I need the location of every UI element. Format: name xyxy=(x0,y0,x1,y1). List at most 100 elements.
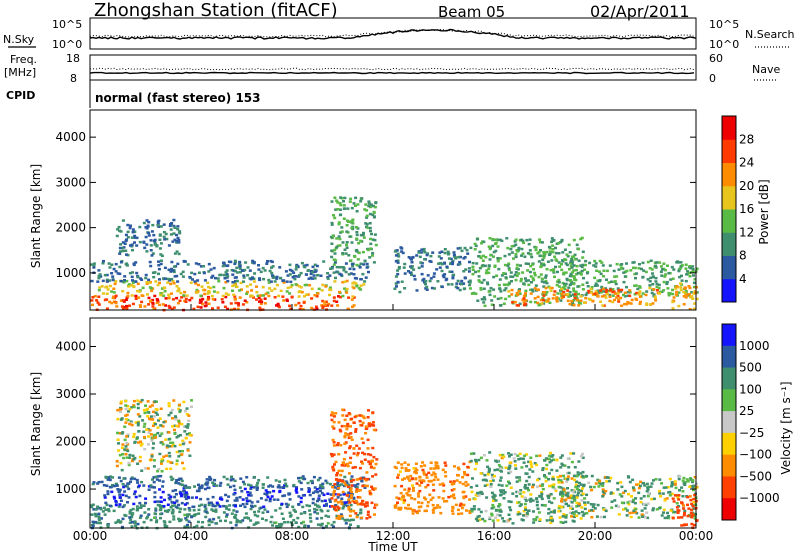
power-echo-cell-8 xyxy=(529,292,533,295)
power-echo-cell-8 xyxy=(516,293,520,297)
velocity-echo-cell-6 xyxy=(491,495,495,499)
power-echo-cell-1 xyxy=(150,289,154,293)
velocity-echo-cell-6 xyxy=(551,519,554,523)
power-echo-cell-8 xyxy=(611,290,615,294)
power-echo-cell-0 xyxy=(332,296,336,299)
velocity-echo-cell-6 xyxy=(508,506,512,509)
velocity-echo-cell-2 xyxy=(313,486,317,489)
velocity-echo-cell-2 xyxy=(161,480,165,483)
velocity-echo-cell-5 xyxy=(395,496,399,499)
power-echo-cell-1 xyxy=(341,281,345,284)
power-ylabel: Slant Range [km] xyxy=(29,164,43,268)
velocity-echo-cell-4 xyxy=(358,489,362,492)
power-echo-cell-5 xyxy=(459,282,463,286)
power-echo-cell-7 xyxy=(600,261,604,264)
power-echo-cell-2 xyxy=(363,280,367,283)
velocity-echo-cell-5 xyxy=(452,480,456,483)
velocity-echo-cell-2 xyxy=(211,481,215,484)
power-echo-cell-3 xyxy=(121,241,125,244)
power-echo-cell-6 xyxy=(507,262,511,265)
power-echo-cell-2 xyxy=(102,259,105,263)
velocity-echo-cell-5 xyxy=(426,501,430,504)
power-echo-cell-1 xyxy=(112,287,116,290)
velocity-echo-cell-3 xyxy=(169,411,173,415)
power-echo-cell-7 xyxy=(651,275,655,278)
velocity-echo-cell-6 xyxy=(552,483,556,486)
velocity-echo-cell-2 xyxy=(266,476,270,479)
power-echo-cell-1 xyxy=(343,287,347,290)
power-echo-cell-1 xyxy=(112,291,116,294)
velocity-echo-cell-1 xyxy=(127,496,131,499)
power-echo-cell-7 xyxy=(633,266,637,270)
velocity-echo-cell-0 xyxy=(204,507,208,510)
power-echo-cell-0 xyxy=(111,296,115,300)
velocity-echo-cell-2 xyxy=(107,476,111,479)
velocity-echo-cell-0 xyxy=(101,510,105,513)
power-echo-cell-7 xyxy=(671,292,675,296)
velocity-echo-cell-3 xyxy=(186,423,190,426)
power-echo-cell-0 xyxy=(192,307,196,311)
power-echo-cell-2 xyxy=(99,275,103,278)
power-echo-cell-2 xyxy=(312,274,316,277)
power-echo-cell-7 xyxy=(662,262,666,265)
velocity-echo-cell-8 xyxy=(686,495,690,499)
power-echo-cell-1 xyxy=(354,282,358,285)
velocity-echo-cell-2 xyxy=(324,479,328,483)
power-echo-cell-3 xyxy=(162,223,166,226)
velocity-echo-cell-7 xyxy=(662,511,665,514)
velocity-echo-cell-4 xyxy=(355,488,359,491)
velocity-echo-cell-3 xyxy=(120,468,124,472)
power-echo-cell-5 xyxy=(401,251,405,255)
power-echo-cell-6 xyxy=(553,255,557,258)
power-echo-cell-1 xyxy=(101,292,105,295)
velocity-echo-cell-0 xyxy=(179,519,183,522)
velocity-echo-cell-7 xyxy=(681,490,685,493)
velocity-echo-cell-4 xyxy=(360,460,364,463)
velocity-echo-cell-1 xyxy=(311,501,315,505)
power-echo-cell-4 xyxy=(373,205,377,209)
power-echo-cell-8 xyxy=(542,298,545,302)
velocity-echo-cell-6 xyxy=(562,513,566,516)
power-echo-cell-4 xyxy=(371,251,375,255)
velocity-echo-cell-7 xyxy=(617,513,621,516)
velocity-echo-cell-6 xyxy=(551,475,555,479)
power-echo-cell-0 xyxy=(123,306,127,309)
velocity-echo-cell-5 xyxy=(404,467,408,470)
velocity-echo-cell-5 xyxy=(462,462,466,466)
power-echo-cell-1 xyxy=(145,282,149,285)
power-echo-cell-8 xyxy=(560,296,564,300)
power-echo-cell-7 xyxy=(671,277,675,280)
power-echo-cell-0 xyxy=(332,299,336,303)
velocity-echo-cell-5 xyxy=(464,484,468,487)
power-echo-cell-2 xyxy=(119,279,123,283)
velocity-echo-cell-4 xyxy=(339,444,343,447)
power-echo-cell-6 xyxy=(514,271,518,274)
velocity-echo-cell-4 xyxy=(334,412,338,415)
velocity-echo-cell-3 xyxy=(132,432,136,436)
power-echo-cell-1 xyxy=(114,280,118,283)
power-echo-cell-7 xyxy=(616,287,620,290)
velocity-echo-cell-6 xyxy=(575,480,578,484)
velocity-echo-cell-7 xyxy=(650,497,654,501)
velocity-echo-cell-1 xyxy=(322,504,326,507)
velocity-echo-cell-1 xyxy=(110,490,114,494)
power-echo-cell-6 xyxy=(506,246,510,250)
velocity-echo-cell-2 xyxy=(354,484,357,487)
power-echo-cell-2 xyxy=(326,277,330,280)
power-colorbar-tick: 16 xyxy=(739,202,754,216)
velocity-echo-cell-3 xyxy=(185,407,189,410)
velocity-echo-cell-0 xyxy=(308,504,312,508)
velocity-echo-cell-4 xyxy=(372,424,376,427)
velocity-echo-cell-0 xyxy=(160,504,163,508)
power-echo-cell-6 xyxy=(510,245,514,248)
velocity-echo-cell-6 xyxy=(543,459,547,462)
velocity-echo-cell-6 xyxy=(485,479,489,482)
velocity-echo-cell-6 xyxy=(507,480,510,483)
power-echo-cell-2 xyxy=(243,268,247,272)
velocity-echo-cell-5 xyxy=(460,512,464,515)
power-echo-cell-6 xyxy=(554,265,557,269)
power-echo-cell-6 xyxy=(484,271,488,275)
velocity-echo-cell-2 xyxy=(350,475,354,478)
velocity-echo-cell-0 xyxy=(349,508,353,511)
